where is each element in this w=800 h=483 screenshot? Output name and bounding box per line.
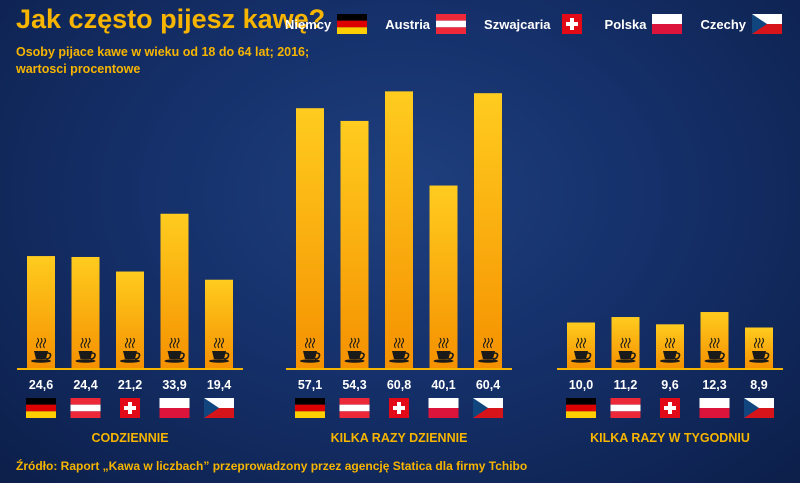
legend-flag (337, 14, 368, 34)
legend-item: Niemcy (285, 14, 368, 34)
czech-flag (473, 398, 503, 418)
switzerland-flag (561, 14, 582, 34)
coffee-cup-icon (31, 337, 52, 363)
legend-item: Szwajcaria (484, 14, 587, 34)
austria-flag (436, 14, 467, 34)
bar-group: 21,2 (116, 271, 144, 418)
legend-label: Niemcy (285, 16, 332, 32)
switzerland-flag (660, 398, 680, 418)
category-label: KILKA RAZY DZIENNIE (331, 431, 468, 445)
bar-group: 54,3 (339, 120, 370, 418)
bar-group: 33,9 (159, 213, 190, 418)
coffee-cup-icon (660, 337, 681, 363)
data-label: 8,9 (750, 378, 767, 392)
bar-group: 11,2 (610, 317, 641, 418)
coffee-cup-icon (344, 337, 365, 363)
data-label: 33,9 (162, 378, 186, 392)
coffee-cup-icon (75, 337, 96, 363)
coffee-cup-icon (571, 337, 592, 363)
bar-group: 10,0 (566, 322, 596, 418)
czech-flag (204, 398, 234, 418)
germany-flag (566, 398, 596, 418)
legend-label: Czechy (700, 16, 746, 32)
legend-label: Austria (385, 16, 431, 32)
coffee-cup-icon (749, 337, 770, 363)
bar (385, 91, 413, 369)
poland-flag (699, 398, 730, 418)
bar (71, 256, 100, 368)
legend-label: Polska (604, 16, 647, 32)
data-label: 12,3 (702, 378, 726, 392)
coffee-cup-icon (615, 337, 636, 363)
bar-group: 12,3 (699, 312, 730, 418)
data-label: 60,4 (476, 378, 500, 392)
data-label: 19,4 (207, 378, 231, 392)
legend-flag (436, 14, 467, 34)
data-label: 11,2 (614, 378, 638, 392)
chart-title: Jak często pijesz kawę? (16, 4, 326, 34)
austria-flag (610, 398, 641, 418)
germany-flag (26, 398, 56, 418)
coffee-cup-icon (433, 337, 454, 363)
austria-flag (70, 398, 101, 418)
bar-group: 9,6 (656, 324, 684, 418)
bar-group: 60,4 (473, 93, 503, 418)
poland-flag (159, 398, 190, 418)
data-label: 54,3 (342, 378, 366, 392)
legend-label: Szwajcaria (484, 16, 551, 32)
bar-group: 8,9 (744, 327, 774, 418)
data-label: 57,1 (298, 378, 322, 392)
data-label: 10,0 (569, 378, 593, 392)
switzerland-flag (389, 398, 409, 418)
austria-flag (339, 398, 370, 418)
data-label: 24,4 (73, 378, 97, 392)
bar-group: 24,4 (70, 256, 101, 418)
coffee-cup-icon (478, 337, 499, 363)
germany-flag (337, 14, 368, 34)
bar (340, 120, 369, 368)
legend-item: Polska (605, 14, 683, 34)
data-label: 60,8 (387, 378, 411, 392)
data-label: 24,6 (29, 378, 53, 392)
bar-group: 57,1 (295, 108, 325, 418)
czech-flag (744, 398, 774, 418)
legend: Niemcy Austria Szwajcaria Polska Czechy (267, 14, 782, 34)
czech-flag (752, 14, 782, 34)
category-label: CODZIENNIE (91, 431, 168, 445)
source-note: Źródło: Raport „Kawa w liczbach” przepro… (16, 459, 528, 473)
legend-item: Austria (385, 14, 467, 34)
bar-group: 19,4 (204, 279, 234, 418)
coffee-cup-icon (120, 337, 141, 363)
bar (160, 213, 189, 368)
legend-flag (652, 14, 683, 34)
coffee-cup-icon (300, 337, 321, 363)
bar (296, 108, 324, 368)
germany-flag (295, 398, 325, 418)
coffee-cup-icon (389, 337, 410, 363)
category-label: KILKA RAZY W TYGODNIU (590, 431, 750, 445)
chart-subtitle: Osoby pijace kawe w wieku od 18 do 64 la… (16, 45, 310, 76)
legend-item: Czechy (700, 14, 782, 34)
coffee-cup-icon (704, 337, 725, 363)
switzerland-flag (120, 398, 140, 418)
bar-group: 24,6 (26, 256, 56, 418)
bar-group: 40,1 (428, 185, 459, 418)
coffee-cup-icon (164, 337, 185, 363)
bar (474, 93, 502, 369)
data-label: 21,2 (118, 378, 142, 392)
bar-group: 60,8 (385, 91, 413, 418)
bar (27, 256, 55, 368)
poland-flag (428, 398, 459, 418)
coffee-cup-icon (209, 337, 230, 363)
poland-flag (652, 14, 683, 34)
legend-flag (752, 14, 782, 34)
legend-flag (561, 14, 582, 34)
data-label: 40,1 (431, 378, 455, 392)
data-label: 9,6 (661, 378, 678, 392)
bar (429, 185, 458, 368)
